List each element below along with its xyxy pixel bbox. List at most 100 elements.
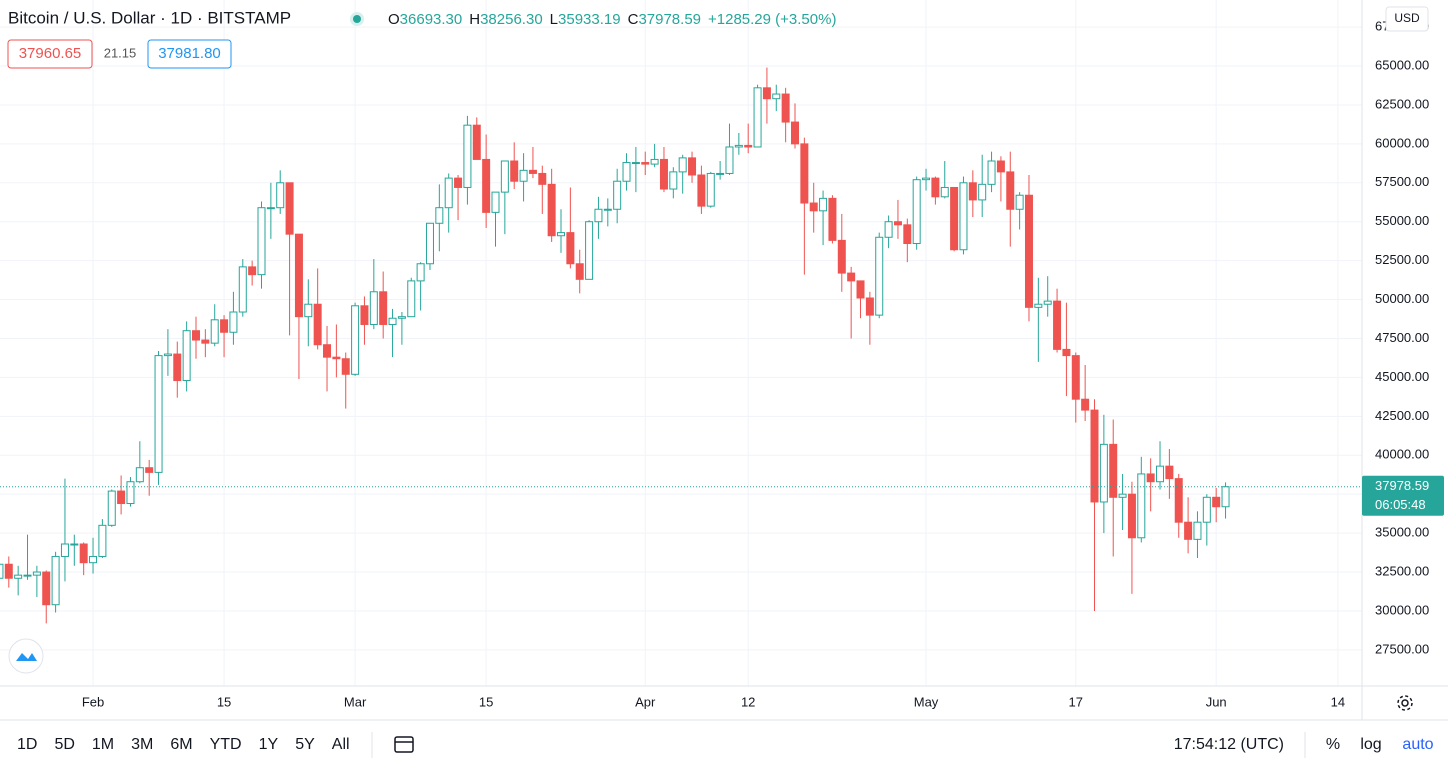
candle-body	[472, 124, 481, 160]
y-tick-label: 60000.00	[1375, 135, 1429, 150]
candle-body	[360, 305, 369, 325]
candle-body	[1118, 493, 1127, 498]
clock: 17:54:12 (UTC)	[1174, 736, 1284, 753]
candle-body	[98, 524, 107, 557]
y-tick-label: 32500.00	[1375, 563, 1429, 578]
ask-box[interactable]	[147, 39, 232, 69]
candle-body	[1024, 194, 1033, 308]
option-button[interactable]: auto	[1402, 736, 1433, 753]
candle-body	[968, 182, 977, 201]
candle-body	[1081, 398, 1090, 411]
candle-body	[70, 543, 79, 546]
candle-body	[425, 222, 434, 265]
calendar-body	[394, 736, 414, 753]
x-tick-label: 17	[1069, 694, 1083, 709]
x-tick-label: 15	[217, 694, 231, 709]
range-button[interactable]: 1D	[17, 736, 37, 753]
y-tick-label: 55000.00	[1375, 213, 1429, 228]
logo-mark	[16, 653, 37, 661]
range-button[interactable]: 5D	[54, 736, 74, 753]
candle-body	[154, 355, 163, 473]
y-tick-label: 35000.00	[1375, 525, 1429, 540]
candle-body	[145, 467, 154, 473]
x-tick-label: Jun	[1206, 694, 1227, 709]
candle-body	[1099, 443, 1108, 503]
y-tick-label: 40000.00	[1375, 447, 1429, 462]
calendar-icon[interactable]	[394, 736, 414, 753]
candle-body	[659, 158, 668, 190]
range-button[interactable]: YTD	[210, 736, 242, 753]
candle-body	[1071, 355, 1080, 400]
candle-body	[491, 191, 500, 213]
candle-body	[1062, 348, 1071, 357]
candle-body	[641, 162, 650, 165]
candle-body	[463, 124, 472, 188]
candle-body	[790, 121, 799, 145]
y-tick-label: 45000.00	[1375, 369, 1429, 384]
range-button[interactable]: 1M	[92, 736, 114, 753]
candle-body	[547, 183, 556, 237]
option-button[interactable]: %	[1326, 736, 1340, 753]
x-tick-label: Apr	[635, 694, 656, 709]
option-button[interactable]: log	[1360, 736, 1381, 753]
range-button[interactable]: All	[332, 736, 350, 753]
candle-body	[940, 186, 949, 198]
candle-body	[60, 543, 69, 557]
candle-body	[238, 266, 247, 313]
candle-body	[341, 358, 350, 375]
candle-body	[847, 272, 856, 282]
price-axis-bg	[1362, 0, 1448, 720]
candle-body	[266, 207, 275, 210]
candle-body	[678, 157, 687, 173]
candle-body	[294, 233, 303, 318]
range-button[interactable]: 3M	[131, 736, 153, 753]
change: +1285.29 (+3.50%)	[708, 11, 836, 28]
candle-body	[650, 158, 659, 165]
candle-body	[987, 160, 996, 185]
currency-box[interactable]	[1385, 6, 1429, 32]
candle-body	[14, 574, 23, 579]
logo[interactable]	[8, 638, 44, 674]
candle-body	[435, 207, 444, 224]
bid-box[interactable]	[7, 39, 93, 69]
candle-body	[182, 330, 191, 382]
candle-body	[1174, 478, 1183, 523]
candle-body	[0, 563, 4, 579]
candle-body	[1090, 409, 1099, 503]
candle-body	[950, 186, 959, 251]
candle-body	[828, 197, 837, 241]
candle-body	[772, 93, 781, 100]
settings-icon[interactable]	[1397, 695, 1413, 711]
legend-value: 36693.30	[400, 11, 463, 28]
range-button[interactable]: 6M	[170, 736, 192, 753]
candle-body	[210, 319, 219, 344]
candle-body	[482, 158, 491, 213]
candle-body	[585, 221, 594, 280]
candle-body	[753, 87, 762, 148]
candle-body	[557, 232, 566, 237]
candle-body	[285, 182, 294, 235]
candle-body	[173, 353, 182, 382]
candle-body	[229, 311, 238, 333]
logo-circle	[8, 638, 44, 674]
candle-body	[688, 157, 697, 176]
candle-body	[220, 319, 229, 333]
candle-body	[528, 169, 537, 174]
candle-body	[959, 182, 968, 251]
gear-center	[1401, 699, 1409, 707]
candle-body	[89, 555, 98, 564]
candle-body	[865, 297, 874, 316]
y-tick-label: 52500.00	[1375, 252, 1429, 267]
range-button[interactable]: 1Y	[259, 736, 279, 753]
currency: USD	[1394, 11, 1420, 25]
candle-body	[519, 169, 528, 182]
candle-body	[978, 183, 987, 201]
status-dot	[353, 15, 361, 23]
candle-body	[191, 330, 200, 341]
x-tick-label: 12	[741, 694, 755, 709]
candle-body	[4, 563, 13, 579]
candle-body	[117, 490, 126, 505]
candle-body	[706, 172, 715, 207]
range-button[interactable]: 5Y	[295, 736, 315, 753]
